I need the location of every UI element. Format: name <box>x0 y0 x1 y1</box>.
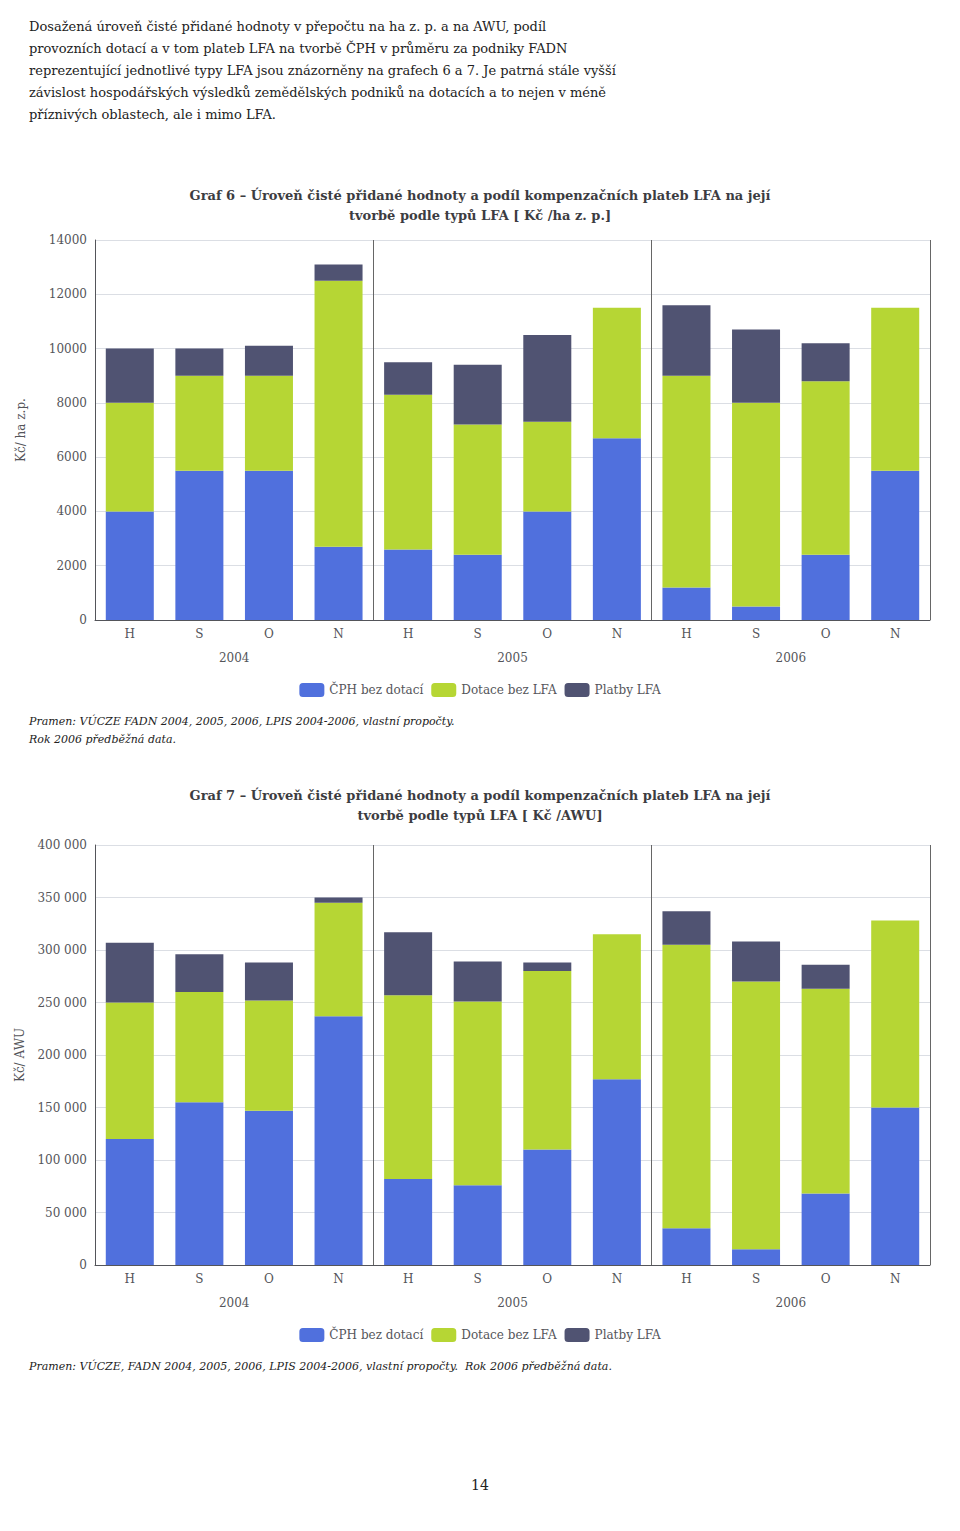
svg-text:Kč/ ha z.p.: Kč/ ha z.p. <box>14 398 28 462</box>
svg-text:0: 0 <box>79 1258 87 1272</box>
svg-text:150 000: 150 000 <box>37 1101 87 1115</box>
svg-text:O: O <box>542 627 552 641</box>
svg-text:400 000: 400 000 <box>37 838 87 852</box>
svg-text:provozních dotací a v tom plat: provozních dotací a v tom plateb LFA na … <box>29 40 567 56</box>
svg-text:10000: 10000 <box>49 342 87 356</box>
svg-text:Graf 7 – Úroveň čisté přidané: Graf 7 – Úroveň čisté přidané hodnoty a … <box>190 787 771 803</box>
svg-text:Dotace bez LFA: Dotace bez LFA <box>461 1328 557 1342</box>
svg-text:Pramen: VÚCZE FADN 2004, 2005,: Pramen: VÚCZE FADN 2004, 2005, 2006, LPI… <box>28 714 454 728</box>
svg-text:2004: 2004 <box>219 651 250 665</box>
svg-text:2005: 2005 <box>497 1296 528 1310</box>
svg-text:N: N <box>890 627 901 641</box>
svg-text:Platby LFA: Platby LFA <box>595 1328 661 1342</box>
svg-text:H: H <box>681 627 691 641</box>
svg-text:reprezentující jednotlivé typy: reprezentující jednotlivé typy LFA jsou … <box>29 63 617 78</box>
svg-text:O: O <box>821 627 831 641</box>
svg-text:H: H <box>681 1272 691 1286</box>
svg-text:O: O <box>264 1272 274 1286</box>
svg-text:H: H <box>125 1272 135 1286</box>
svg-text:200 000: 200 000 <box>37 1048 87 1062</box>
svg-text:14: 14 <box>471 1477 489 1493</box>
svg-text:závislost hospodářských výsled: závislost hospodářských výsledků zeměděl… <box>29 85 606 100</box>
svg-text:O: O <box>264 627 274 641</box>
svg-text:14000: 14000 <box>49 233 87 247</box>
svg-text:N: N <box>612 627 623 641</box>
svg-text:100 000: 100 000 <box>37 1153 87 1167</box>
svg-text:příznivých oblastech, ale i mi: příznivých oblastech, ale i mimo LFA. <box>29 107 276 122</box>
svg-text:S: S <box>752 1272 760 1286</box>
svg-text:0: 0 <box>79 613 87 627</box>
svg-text:S: S <box>195 627 203 641</box>
svg-text:N: N <box>333 627 344 641</box>
svg-text:2000: 2000 <box>56 559 87 573</box>
svg-text:300 000: 300 000 <box>37 943 87 957</box>
svg-text:6000: 6000 <box>56 450 87 464</box>
svg-text:H: H <box>125 627 135 641</box>
svg-text:tvorbě podle typů LFA [ Kč /ha: tvorbě podle typů LFA [ Kč /ha z. p.] <box>349 208 611 223</box>
svg-text:2005: 2005 <box>497 651 528 665</box>
svg-text:4000: 4000 <box>56 504 87 518</box>
svg-text:H: H <box>403 627 413 641</box>
svg-text:Graf 6 – Úroveň čisté přidané: Graf 6 – Úroveň čisté přidané hodnoty a … <box>190 187 771 203</box>
svg-text:Dotace bez LFA: Dotace bez LFA <box>461 683 557 697</box>
svg-text:N: N <box>890 1272 901 1286</box>
svg-text:Kč/ AWU: Kč/ AWU <box>13 1028 27 1082</box>
svg-text:N: N <box>612 1272 623 1286</box>
svg-text:O: O <box>821 1272 831 1286</box>
svg-text:50 000: 50 000 <box>45 1206 87 1220</box>
svg-text:Pramen: VÚCZE, FADN 2004, 2005: Pramen: VÚCZE, FADN 2004, 2005, 2006, LP… <box>28 1359 612 1373</box>
svg-text:12000: 12000 <box>49 287 87 301</box>
svg-text:ČPH bez dotací: ČPH bez dotací <box>329 1326 423 1342</box>
svg-text:350 000: 350 000 <box>37 891 87 905</box>
svg-text:ČPH bez dotací: ČPH bez dotací <box>329 681 423 697</box>
svg-text:S: S <box>195 1272 203 1286</box>
svg-text:2004: 2004 <box>219 1296 250 1310</box>
svg-text:H: H <box>403 1272 413 1286</box>
svg-text:S: S <box>474 1272 482 1286</box>
svg-text:2006: 2006 <box>776 651 807 665</box>
svg-text:8000: 8000 <box>56 396 87 410</box>
svg-text:N: N <box>333 1272 344 1286</box>
svg-text:S: S <box>474 627 482 641</box>
svg-text:O: O <box>542 1272 552 1286</box>
svg-text:Dosažená úroveň čisté přidané: Dosažená úroveň čisté přidané hodnoty v … <box>29 19 546 34</box>
svg-text:Rok 2006 předběžná data.: Rok 2006 předběžná data. <box>28 733 176 746</box>
svg-text:S: S <box>752 627 760 641</box>
svg-text:Platby LFA: Platby LFA <box>595 683 661 697</box>
svg-text:2006: 2006 <box>776 1296 807 1310</box>
svg-text:tvorbě podle typů LFA [ Kč /AW: tvorbě podle typů LFA [ Kč /AWU] <box>357 808 602 823</box>
svg-text:250 000: 250 000 <box>37 996 87 1010</box>
